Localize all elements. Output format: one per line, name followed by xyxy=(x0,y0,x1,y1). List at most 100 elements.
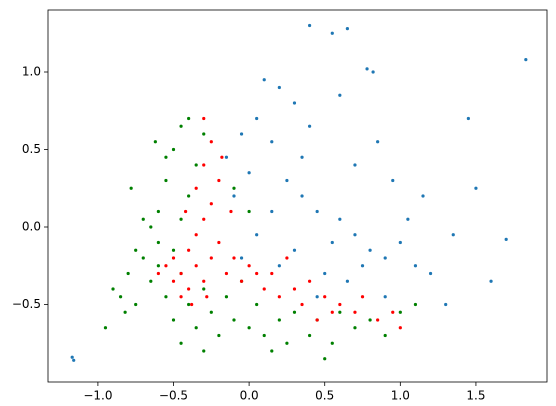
y-tick-label: 0.5 xyxy=(22,142,41,156)
point xyxy=(338,302,342,307)
point xyxy=(179,271,183,276)
point xyxy=(255,271,259,276)
point xyxy=(413,302,418,307)
point xyxy=(232,318,236,322)
point xyxy=(504,237,508,241)
point xyxy=(141,256,145,260)
point xyxy=(171,256,176,260)
point xyxy=(156,264,160,268)
point xyxy=(247,209,251,214)
point xyxy=(239,132,244,136)
point xyxy=(171,248,176,252)
point xyxy=(202,349,206,353)
point xyxy=(292,287,297,291)
point xyxy=(239,279,244,283)
point xyxy=(149,279,153,283)
point xyxy=(224,295,229,299)
point xyxy=(391,178,395,183)
point xyxy=(300,155,304,159)
point xyxy=(323,271,327,276)
point xyxy=(376,140,380,144)
point xyxy=(232,194,236,198)
point xyxy=(202,279,206,283)
point xyxy=(129,186,133,190)
point xyxy=(179,341,183,345)
point xyxy=(413,264,418,268)
point xyxy=(202,287,206,291)
point xyxy=(190,302,194,307)
point xyxy=(156,209,160,214)
point xyxy=(141,217,145,221)
point xyxy=(285,341,289,345)
point xyxy=(270,140,274,144)
point xyxy=(217,333,221,338)
point xyxy=(323,295,327,299)
point xyxy=(345,27,349,31)
point xyxy=(383,333,387,338)
point xyxy=(118,295,123,299)
point xyxy=(179,124,183,128)
point xyxy=(330,240,334,245)
x-tick-label: 1.0 xyxy=(391,389,410,403)
point xyxy=(134,248,138,252)
point xyxy=(255,116,259,121)
point xyxy=(209,256,213,260)
point xyxy=(209,202,213,206)
point xyxy=(292,101,297,105)
point xyxy=(277,85,281,90)
point xyxy=(360,295,365,299)
point xyxy=(179,295,183,299)
point xyxy=(371,70,375,74)
point xyxy=(70,355,74,359)
point xyxy=(156,271,160,276)
point xyxy=(194,186,198,190)
point xyxy=(224,271,229,276)
point xyxy=(398,326,402,330)
point xyxy=(103,326,108,330)
point xyxy=(220,155,224,159)
point xyxy=(149,225,153,229)
point xyxy=(262,78,266,82)
point xyxy=(300,302,304,307)
point xyxy=(345,279,349,283)
point xyxy=(353,233,357,237)
point xyxy=(187,248,191,252)
y-tick-label: 0.0 xyxy=(22,220,41,234)
point xyxy=(262,333,266,338)
point xyxy=(376,318,380,322)
point xyxy=(202,116,206,121)
point xyxy=(307,333,312,338)
point xyxy=(171,318,176,322)
point xyxy=(184,209,188,214)
point xyxy=(307,124,312,128)
x-tick-label: 0.5 xyxy=(315,389,334,403)
point xyxy=(292,310,297,314)
point xyxy=(285,178,289,183)
point xyxy=(209,310,213,314)
point xyxy=(202,132,206,136)
point xyxy=(171,279,176,283)
point xyxy=(232,256,236,260)
point xyxy=(315,318,319,322)
point xyxy=(277,264,281,268)
point xyxy=(164,264,168,268)
point xyxy=(153,140,157,144)
point xyxy=(353,326,357,330)
point xyxy=(338,217,342,221)
point xyxy=(489,279,493,283)
point xyxy=(255,302,259,307)
y-tick-label: 1.0 xyxy=(22,65,41,79)
x-tick-label: 1.5 xyxy=(466,389,485,403)
point xyxy=(194,163,198,167)
point xyxy=(239,256,244,260)
point xyxy=(217,178,221,183)
point xyxy=(72,358,76,362)
point xyxy=(406,217,410,221)
point xyxy=(338,93,342,97)
point xyxy=(247,264,251,268)
point xyxy=(255,233,259,237)
point xyxy=(383,256,387,260)
point xyxy=(277,295,281,299)
point xyxy=(194,233,198,237)
